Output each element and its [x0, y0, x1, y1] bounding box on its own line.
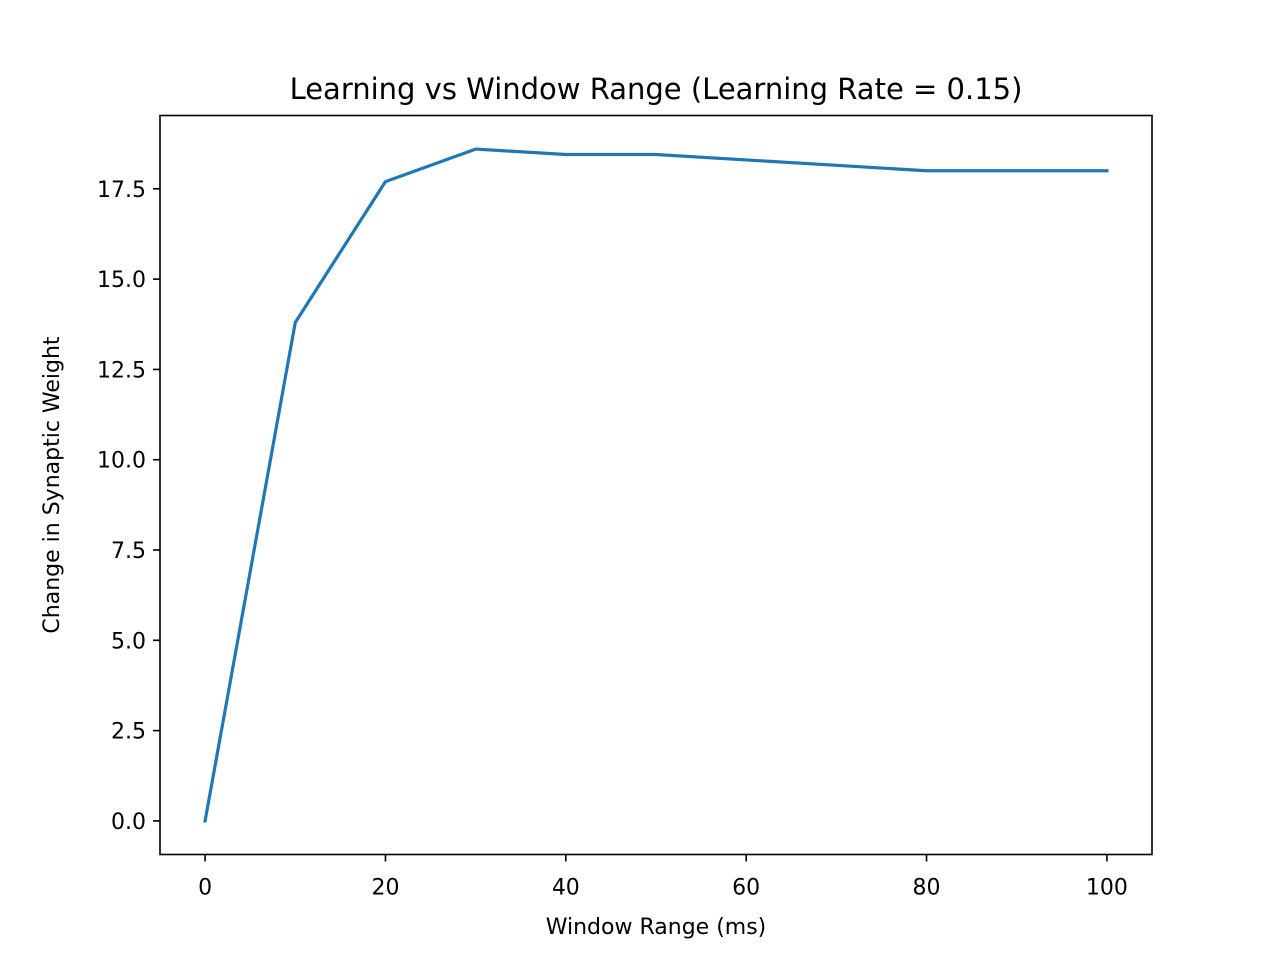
x-tick-label: 40	[552, 876, 580, 901]
y-axis-label: Change in Synaptic Weight	[40, 336, 65, 633]
x-tick-label: 0	[198, 876, 212, 901]
y-axis-ticks: 0.0 2.5 5.0 7.5 10.0 12.5 15.0 17.5	[97, 178, 160, 835]
series-line-0	[203, 147, 1109, 823]
y-tick-label: 7.5	[111, 539, 146, 564]
x-tick-label: 20	[371, 876, 399, 901]
chart-title: Learning vs Window Range (Learning Rate …	[290, 72, 1023, 106]
y-tick-label: 10.0	[97, 449, 146, 474]
x-tick-label: 80	[913, 876, 941, 901]
y-tick-label: 12.5	[97, 358, 146, 383]
x-tick-label: 100	[1086, 876, 1128, 901]
y-tick-label: 15.0	[97, 268, 146, 293]
y-tick-label: 17.5	[97, 178, 146, 203]
y-tick-label: 2.5	[111, 720, 146, 745]
y-tick-label: 5.0	[111, 629, 146, 654]
x-axis-ticks: 0 20 40 60 80 100	[198, 854, 1128, 901]
y-tick-label: 0.0	[111, 810, 146, 835]
axes-frame	[159, 114, 1153, 856]
x-tick-label: 60	[732, 876, 760, 901]
x-axis-label: Window Range (ms)	[546, 915, 767, 940]
plot-area	[203, 147, 1109, 823]
